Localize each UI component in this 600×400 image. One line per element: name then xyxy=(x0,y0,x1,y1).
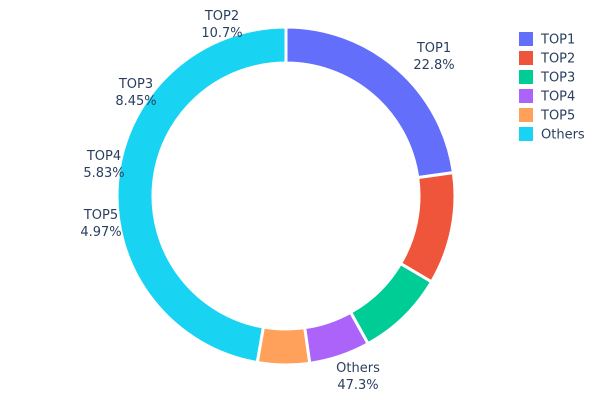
chart-legend[interactable]: TOP1 TOP2 TOP3 TOP4 TOP5 Others xyxy=(519,32,585,143)
slice-label-top5: TOP5 4.97% xyxy=(80,208,121,240)
legend-item-top4[interactable]: TOP4 xyxy=(519,89,575,105)
donut-slice-others[interactable] xyxy=(115,25,288,365)
legend-swatch-icon xyxy=(519,108,533,122)
legend-item-top3[interactable]: TOP3 xyxy=(519,70,575,86)
slice-label-name: Others xyxy=(336,361,380,376)
slice-label-value: 4.97% xyxy=(80,225,121,240)
legend-item-top5[interactable]: TOP5 xyxy=(519,108,575,124)
legend-swatch-icon xyxy=(519,70,533,84)
slice-label-top4: TOP4 5.83% xyxy=(83,149,124,181)
slice-label-name: TOP5 xyxy=(83,208,118,223)
slice-label-name: TOP1 xyxy=(416,41,451,56)
legend-item-top2[interactable]: TOP2 xyxy=(519,51,575,67)
slice-label-value: 47.3% xyxy=(337,378,378,393)
legend-swatch-icon xyxy=(519,51,533,65)
legend-swatch-icon xyxy=(519,89,533,103)
slice-label-name: TOP3 xyxy=(118,77,153,92)
slice-label-name: TOP4 xyxy=(86,149,121,164)
slice-label-value: 22.8% xyxy=(413,58,454,73)
legend-item-label: TOP3 xyxy=(540,71,575,86)
legend-item-top1[interactable]: TOP1 xyxy=(519,32,575,48)
legend-item-label: TOP1 xyxy=(540,33,575,48)
slice-labels: TOP1 22.8% TOP2 10.7% TOP3 8.45% TOP4 5.83% TOP5… xyxy=(80,9,454,393)
slice-label-others: Others 47.3% xyxy=(336,361,380,393)
legend-item-label: Others xyxy=(541,128,585,143)
slice-label-name: TOP2 xyxy=(204,9,239,24)
slice-label-top1: TOP1 22.8% xyxy=(413,41,454,73)
slice-label-value: 8.45% xyxy=(115,94,156,109)
legend-item-label: TOP4 xyxy=(540,90,575,105)
slice-label-top3: TOP3 8.45% xyxy=(115,77,156,109)
legend-swatch-icon xyxy=(519,127,533,141)
donut-slices[interactable] xyxy=(115,25,457,367)
slice-label-value: 10.7% xyxy=(201,26,242,41)
legend-item-others[interactable]: Others xyxy=(519,127,585,143)
slice-label-value: 5.83% xyxy=(83,166,124,181)
legend-item-label: TOP2 xyxy=(540,52,575,67)
legend-swatch-icon xyxy=(519,32,533,46)
legend-item-label: TOP5 xyxy=(540,109,575,124)
donut-slice-top5[interactable] xyxy=(255,325,312,367)
slice-label-top2: TOP2 10.7% xyxy=(201,9,242,41)
